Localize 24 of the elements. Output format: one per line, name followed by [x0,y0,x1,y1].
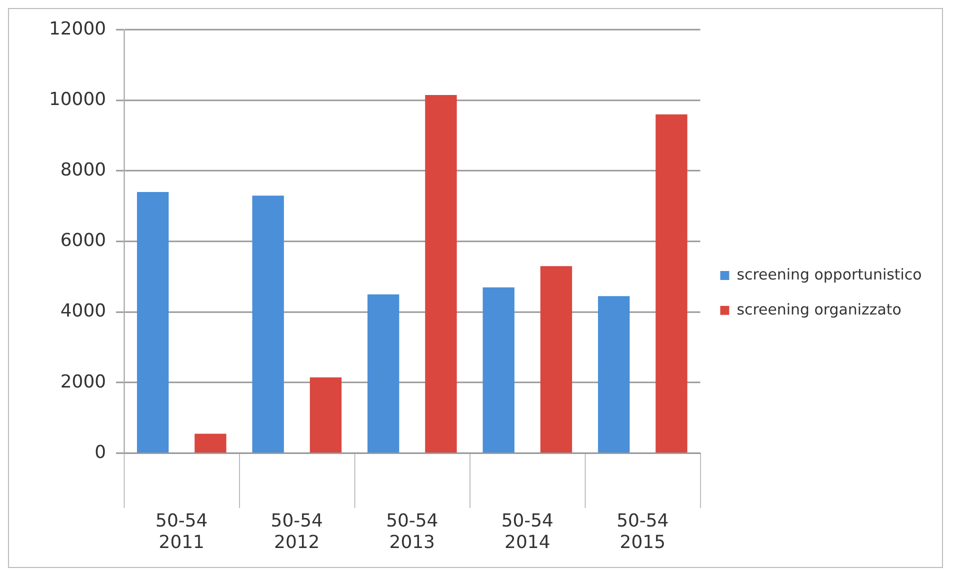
y-tick-label: 10000 [48,88,106,110]
x-tick-label: 50-54 2011 [156,510,208,553]
x-tick-label: 50-54 2012 [270,510,323,553]
bar [540,266,572,452]
legend-label: screening organizzato [736,300,902,318]
bar [310,377,342,452]
bar [367,294,400,452]
bar [482,287,514,452]
bar [656,114,688,452]
x-tick-label: 50-54 2015 [616,510,669,553]
legend-label: screening opportunistico [736,265,922,284]
x-tick-label: 50-54 2013 [386,510,438,553]
bar [194,434,226,452]
y-tick-label: 8000 [60,160,106,181]
y-tick-label: 4000 [60,300,106,322]
x-tick-label: 50-54 2014 [501,510,554,553]
y-tick-label: 0 [94,442,106,463]
bar [136,192,169,452]
y-tick-label: 12000 [48,18,106,40]
bar [252,196,284,452]
y-tick-label: 2000 [60,371,106,392]
y-tick-label: 6000 [60,230,106,252]
bar [425,95,457,452]
bar [598,296,630,452]
